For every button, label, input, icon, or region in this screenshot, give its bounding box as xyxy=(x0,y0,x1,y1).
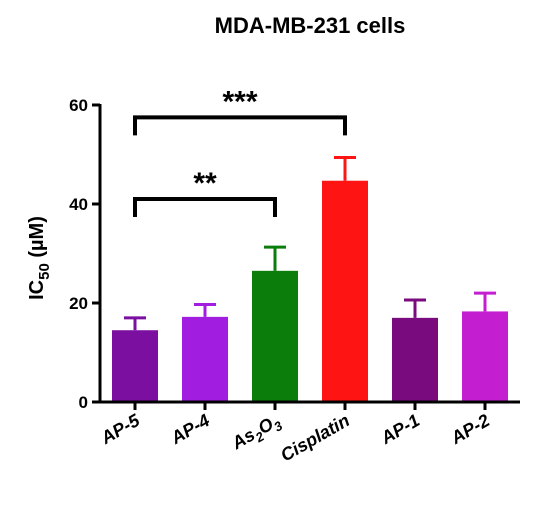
y-axis-label: IC50 (µM) xyxy=(26,216,53,300)
x-tick-label: As2O3 xyxy=(228,410,286,457)
x-tick-label: AP-1 xyxy=(377,410,423,448)
significance-label: ** xyxy=(193,167,217,200)
chart-title: MDA-MB-231 cells xyxy=(215,13,406,38)
x-tick-label: AP-5 xyxy=(97,410,144,449)
y-axis-label-unit: (µM) xyxy=(26,216,48,263)
y-tick-label: 20 xyxy=(69,294,88,313)
y-axis-label-sub: 50 xyxy=(36,263,53,280)
significance-bracket xyxy=(133,197,277,218)
x-tick-label: Cisplatin xyxy=(277,410,353,465)
bar xyxy=(392,317,438,402)
bar xyxy=(462,311,508,402)
bar xyxy=(112,330,158,402)
x-tick-label-part: As xyxy=(228,424,259,453)
y-tick-label: 0 xyxy=(79,393,88,412)
x-tick-label: AP-2 xyxy=(447,410,493,448)
y-tick-label: 60 xyxy=(69,96,88,115)
bar xyxy=(252,270,298,402)
significance-label: *** xyxy=(222,85,257,118)
y-axis-label-main: IC xyxy=(26,280,48,300)
significance-bracket xyxy=(133,115,347,136)
y-tick-label: 40 xyxy=(69,195,88,214)
bar xyxy=(322,180,368,402)
svg-text:IC50 (µM): IC50 (µM) xyxy=(26,216,53,300)
x-tick-label: AP-4 xyxy=(167,410,213,448)
bar xyxy=(182,316,228,402)
